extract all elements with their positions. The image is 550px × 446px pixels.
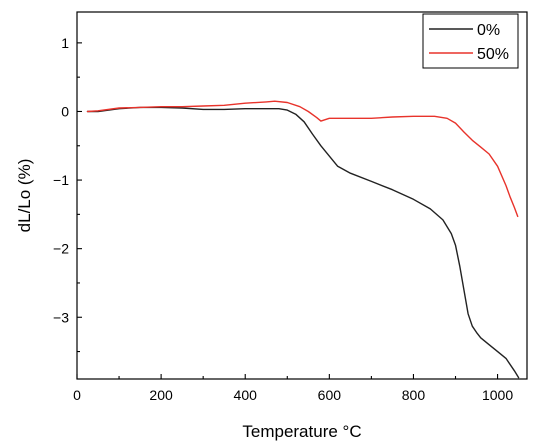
legend: 0%50%	[422, 13, 519, 69]
x-tick-label: 400	[234, 387, 258, 403]
y-tick-label: −2	[53, 241, 69, 257]
x-tick-label: 800	[402, 387, 426, 403]
x-tick-label: 200	[149, 387, 173, 403]
x-tick-label: 0	[73, 387, 81, 403]
y-tick-label: −1	[53, 172, 69, 188]
x-axis-title: Temperature °C	[242, 422, 361, 441]
y-tick-label: 0	[61, 103, 69, 119]
legend-label: 50%	[477, 46, 509, 63]
x-tick-label: 600	[318, 387, 342, 403]
y-tick-label: 1	[61, 35, 69, 51]
legend-label: 0%	[477, 22, 500, 39]
x-tick-label: 1000	[482, 387, 513, 403]
legend-box	[422, 13, 519, 69]
y-tick-label: −3	[53, 309, 69, 325]
axes-layer: 0 200 400 600 800 1000 1 0 −1 −2 −3	[53, 11, 528, 403]
series-layer	[86, 100, 520, 379]
plot-frame	[76, 11, 528, 380]
y-axis-title: dL/Lo (%)	[15, 159, 34, 233]
series-line-1	[86, 100, 519, 218]
series-line-0	[86, 106, 520, 379]
